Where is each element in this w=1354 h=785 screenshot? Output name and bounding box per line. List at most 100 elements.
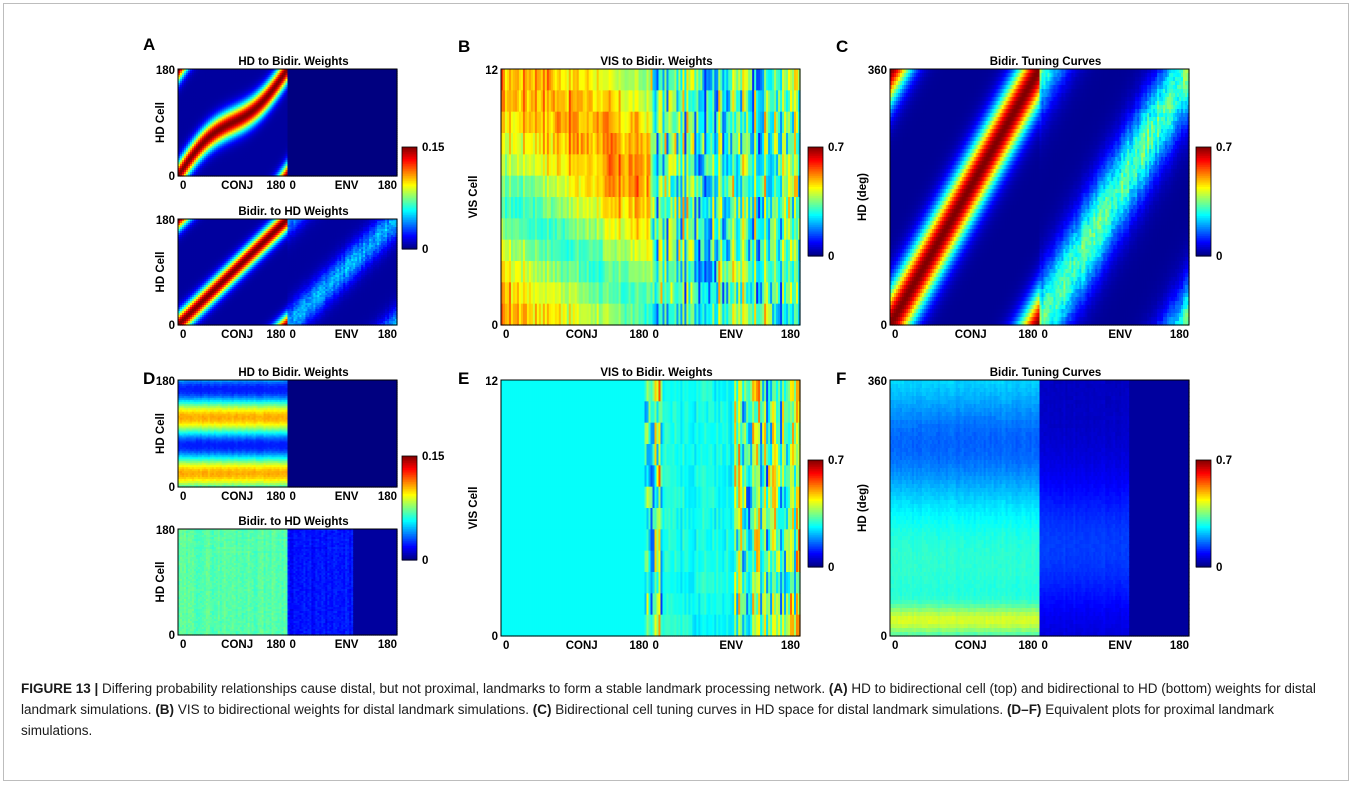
heatmap-cell [239,102,243,106]
heatmap-cell [187,158,191,161]
heatmap-cell [221,168,225,171]
heatmap-cell [223,162,227,165]
heatmap-cell [225,148,229,151]
heatmap-cell [233,156,237,159]
heatmap-cell [225,110,229,114]
heatmap-cell [217,94,221,98]
heatmap-cell [187,76,191,80]
heatmap-cell [195,114,199,118]
heatmap-cell [185,108,189,112]
heatmap-cell [201,102,205,106]
heatmap-cell [199,134,203,137]
heatmap-cell [207,140,211,143]
heatmap-cell [243,74,247,78]
heatmap-cell [247,92,251,96]
heatmap-cell [185,130,189,134]
heatmap-cell [225,154,229,157]
heatmap-cell [231,128,235,132]
heatmap-cell [183,120,187,124]
heatmap-cell [251,114,255,118]
heatmap-cell [195,166,199,169]
heatmap-cell [227,156,231,159]
heatmap-cell [237,152,241,155]
heatmap-cell [191,84,195,88]
heatmap-cell [201,106,205,110]
heatmap-cell [223,88,227,92]
heatmap-cell [243,108,247,112]
heatmap-cell [249,70,253,74]
heatmap-cell [179,160,183,163]
heatmap-cell [213,90,217,94]
heatmap-cell [213,84,217,88]
heatmap-cell [227,136,231,139]
heatmap-cell [178,100,181,104]
panel-letter-b: B [458,37,470,56]
heatmap-cell [221,116,225,120]
heatmap-cell [183,144,187,147]
heatmap-cell [235,94,239,98]
heatmap-cell [247,100,251,104]
heatmap-cell [203,120,207,124]
heatmap-cell [235,80,239,84]
heatmap-cell [191,132,195,135]
heatmap-cell [199,136,203,139]
heatmap-cell [179,108,183,112]
heatmap-cell [237,150,241,153]
heatmap-cell [225,70,229,74]
heatmap-cell [217,152,221,155]
heatmap-cell [197,110,201,114]
heatmap-cell [179,100,183,104]
heatmap-cell [217,140,221,143]
heatmap-cell [193,148,197,151]
heatmap-cell [223,128,227,132]
heatmap-cell [239,174,243,177]
heatmap-cell [221,164,225,167]
heatmap-cell [243,172,247,175]
heatmap-cell [215,172,219,175]
heatmap-cell [253,74,257,78]
heatmap-cell [189,76,193,80]
heatmap-cell [239,160,243,163]
heatmap-cell [181,126,185,130]
heatmap-cell [235,108,239,112]
heatmap-cell [241,114,245,118]
heatmap-cell [197,104,201,108]
heatmap-cell [189,172,193,175]
heatmap-cell [185,128,189,132]
heatmap-cell [199,140,203,143]
heatmap-cell [197,96,201,100]
heatmap-cell [178,104,181,108]
heatmap-cell [223,94,227,98]
heatmap-cell [251,146,255,149]
heatmap-cell [245,82,249,86]
heatmap-cell [191,164,195,167]
heatmap-cell [239,136,243,139]
heatmap-cell [203,136,207,139]
heatmap-cell [223,112,227,116]
heatmap-cell [239,104,243,108]
heatmap-cell [211,70,215,74]
heatmap-cell [187,142,191,145]
heatmap-cell [245,100,249,104]
heatmap-cell [233,122,237,126]
heatmap-cell [187,106,191,110]
heatmap-cell [227,106,231,110]
heatmap-cell [205,90,209,94]
heatmap-cell [191,150,195,153]
heatmap-cell [249,100,253,104]
heatmap-cell [199,92,203,96]
heatmap-cell [209,90,213,94]
heatmap-cell [201,88,205,92]
heatmap-cell [195,69,199,72]
heatmap-cell [247,120,251,124]
heatmap-cell [205,102,209,106]
heatmap-cell [225,112,229,116]
heatmap-cell [197,118,201,122]
heatmap-cell [209,122,213,126]
heatmap-cell [243,94,247,98]
heatmap-cell [229,122,233,126]
heatmap-cell [201,78,205,82]
heatmap-cell [207,164,211,167]
heatmap-cell [223,132,227,135]
heatmap-cell [215,94,219,98]
